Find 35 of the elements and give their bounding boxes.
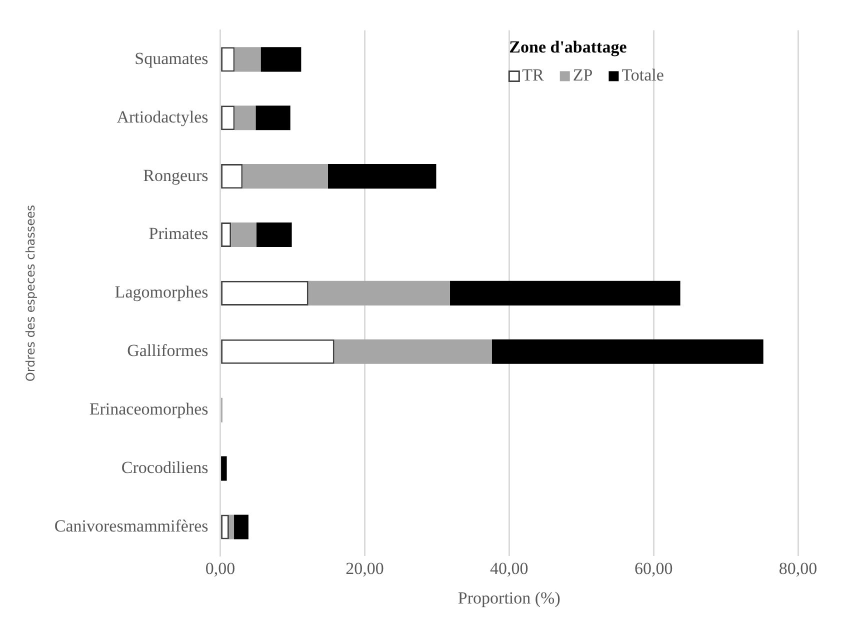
bar <box>256 222 292 248</box>
x-tick-label: 80,00 <box>778 558 818 578</box>
bar <box>256 106 290 130</box>
bar <box>231 222 256 248</box>
x-tick-label: 20,00 <box>346 558 384 578</box>
y-tick-label: Erinaceomorphes <box>89 400 208 419</box>
bar <box>234 106 256 130</box>
bar <box>234 514 248 540</box>
bar <box>328 164 436 189</box>
y-tick-label: Crocodiliens <box>121 458 208 477</box>
y-tick-label: Galliformes <box>127 341 208 360</box>
y-tick-label: Primates <box>148 224 208 244</box>
y-tick-label: Artiodactyles <box>116 107 208 126</box>
bar <box>234 47 261 72</box>
x-tick-label: 0,00 <box>205 558 236 578</box>
x-tick-label: 60,00 <box>634 558 673 578</box>
bar <box>228 514 234 540</box>
y-tick-label: Canivoresmammifères <box>54 516 208 536</box>
y-tick-label: Rongeurs <box>143 166 208 185</box>
bar <box>492 339 764 364</box>
bar <box>450 280 680 306</box>
y-tick-label: Lagomorphes <box>114 282 208 302</box>
legend-label: Totale <box>622 66 664 85</box>
x-axis-title: Proportion (%) <box>458 588 560 608</box>
bar <box>334 339 492 364</box>
bar <box>221 456 227 481</box>
bar <box>242 164 328 189</box>
legend-label: ZP <box>572 66 593 85</box>
y-tick-label: Squamates <box>134 48 208 68</box>
legend-title: Zone d'abattage <box>509 38 628 57</box>
bar <box>260 47 302 72</box>
legend-label: TR <box>522 66 545 85</box>
x-tick-label: 40,00 <box>490 558 528 578</box>
bar <box>308 280 450 306</box>
y-axis-title: Ordres des especes chassees <box>23 204 38 382</box>
